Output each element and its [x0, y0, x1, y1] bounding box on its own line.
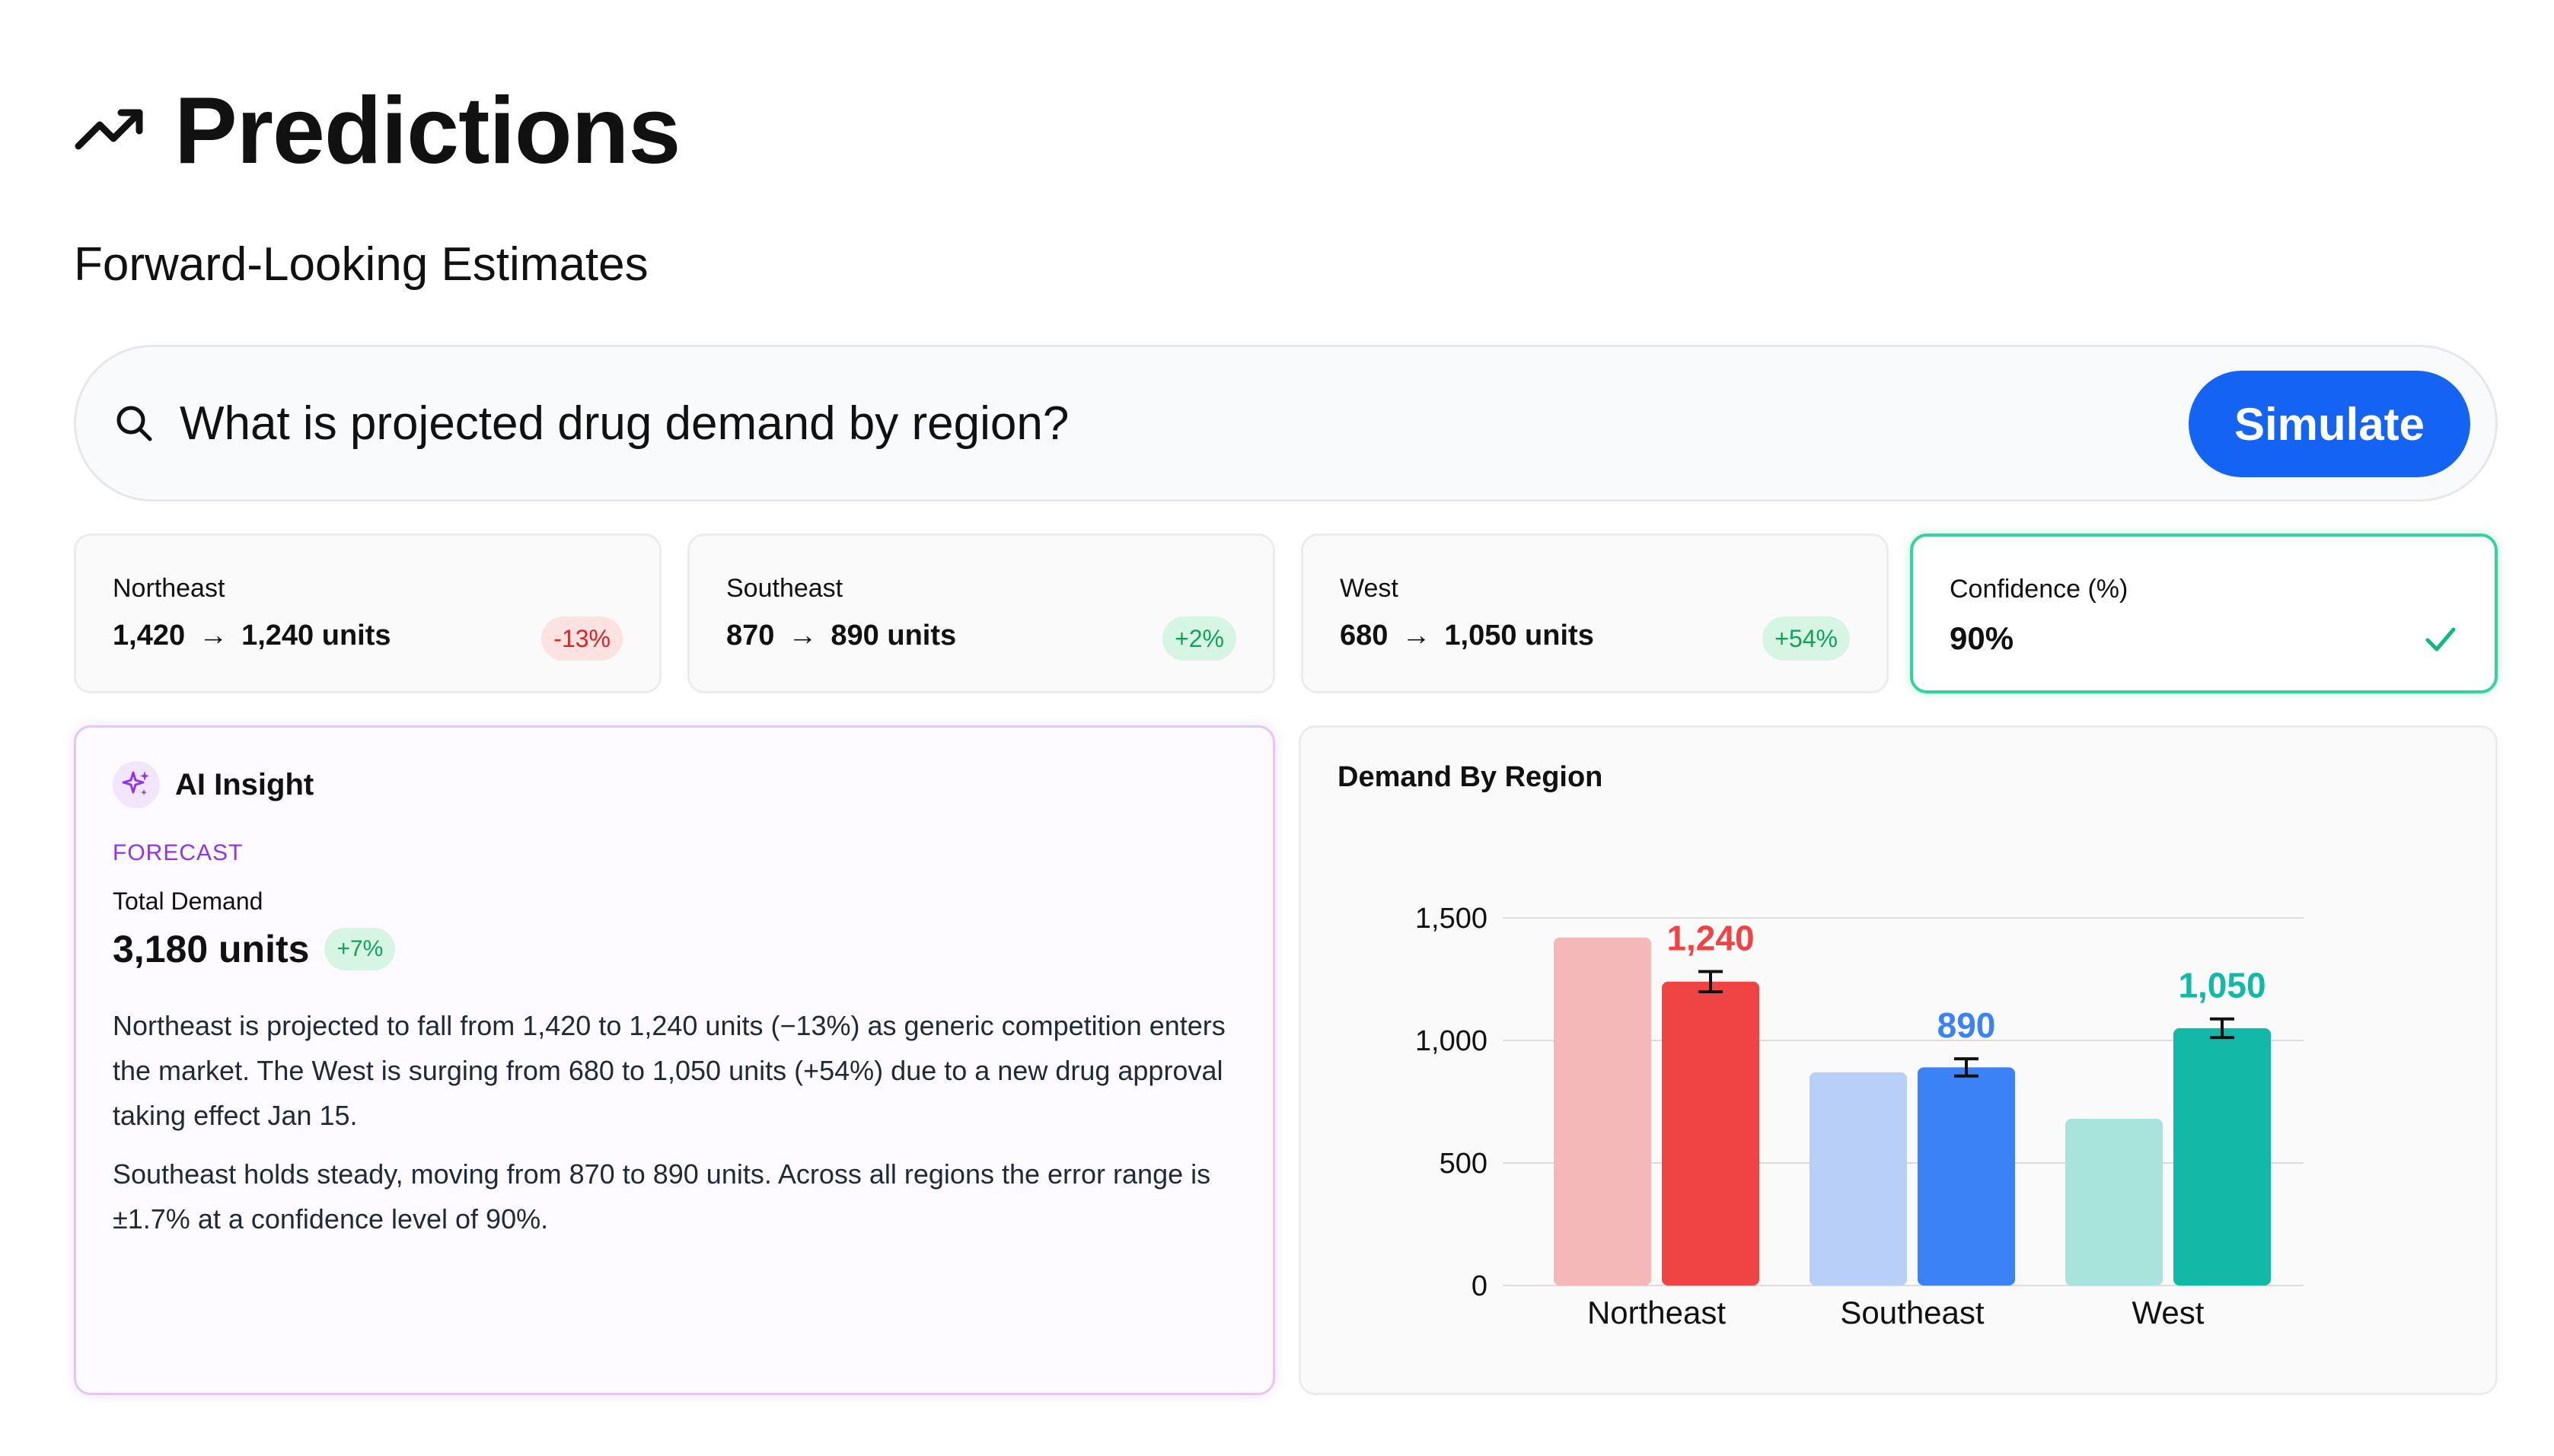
- bar-projected-southeast: [1918, 1067, 2015, 1286]
- metric-value: 3,180 units: [113, 928, 310, 970]
- trending-up-icon: [75, 109, 143, 150]
- metric-row: 3,180 units +7%: [113, 927, 396, 971]
- bar-projected-west: [2173, 1027, 2271, 1286]
- kpi-label: West: [1340, 574, 1398, 603]
- kpi-value: 680 → 1,050 units: [1340, 620, 1594, 652]
- data-label: 1,050: [2178, 966, 2265, 1005]
- check-icon: [2425, 627, 2456, 652]
- forecast-tag: FORECAST: [113, 840, 244, 865]
- kpi-card-southeast[interactable]: Southeast 870 → 890 units +2%: [687, 534, 1275, 693]
- y-tick-label: 0: [1471, 1270, 1487, 1302]
- demand-chart-panel: Demand By Region 0 500 1,000 1,500 1,240 Nort…: [1299, 725, 2498, 1395]
- page-subtitle: Forward-Looking Estimates: [74, 238, 649, 291]
- kpi-from: 870: [726, 620, 775, 652]
- data-label: 890: [1937, 1005, 1996, 1045]
- insight-paragraph-2: Southeast holds steady, moving from 870 …: [113, 1158, 1211, 1235]
- arrow-right-icon: →: [199, 620, 228, 652]
- confidence-value: 90%: [1950, 620, 2014, 656]
- kpi-to: 1,050 units: [1444, 620, 1594, 652]
- change-badge: +2%: [1162, 616, 1236, 661]
- kpi-to: 1,240 units: [241, 620, 391, 652]
- bar-projected-northeast: [1662, 981, 1759, 1286]
- x-category-label: Northeast: [1587, 1295, 1726, 1330]
- kpi-to: 890 units: [831, 620, 957, 652]
- kpi-from: 680: [1340, 620, 1389, 652]
- kpi-value: 870 → 890 units: [726, 620, 956, 652]
- page-header: Predictions: [74, 78, 681, 183]
- bar-current-southeast: [1809, 1072, 1907, 1286]
- bar-current-west: [2065, 1119, 2163, 1286]
- insight-title: AI Insight: [175, 767, 314, 801]
- ai-insight-panel: AI Insight FORECAST Total Demand 3,180 u…: [74, 725, 1275, 1395]
- insight-paragraph-1: Northeast is projected to fall from 1,42…: [113, 1010, 1226, 1131]
- y-tick-label: 500: [1440, 1148, 1487, 1180]
- demand-bar-chart: 0 500 1,000 1,500 1,240 Northeast 890 Southeast…: [1415, 903, 2304, 1330]
- metric-label: Total Demand: [113, 887, 263, 915]
- x-category-label: Southeast: [1840, 1295, 1984, 1330]
- arrow-right-icon: →: [788, 620, 818, 652]
- insight-header: AI Insight: [113, 761, 314, 808]
- search-bar[interactable]: What is projected drug demand by region?…: [74, 345, 2498, 502]
- confidence-card[interactable]: Confidence (%) 90%: [1910, 534, 2498, 693]
- chart-title: Demand By Region: [1338, 761, 1603, 793]
- sparkle-icon: [113, 761, 160, 808]
- arrow-right-icon: →: [1401, 620, 1431, 652]
- data-label: 1,240: [1666, 918, 1754, 957]
- kpi-row: Northeast 1,420 → 1,240 units -13% South…: [74, 534, 2498, 693]
- metric-change-badge: +7%: [324, 928, 396, 970]
- y-tick-label: 1,500: [1415, 903, 1487, 935]
- bar-current-northeast: [1554, 937, 1651, 1286]
- kpi-value: 1,420 → 1,240 units: [113, 620, 391, 652]
- kpi-label: Northeast: [113, 574, 225, 603]
- simulate-button[interactable]: Simulate: [2189, 371, 2470, 477]
- kpi-from: 1,420: [113, 620, 186, 652]
- x-category-label: West: [2132, 1295, 2205, 1330]
- kpi-card-northeast[interactable]: Northeast 1,420 → 1,240 units -13%: [74, 534, 662, 693]
- confidence-label: Confidence (%): [1950, 575, 2128, 604]
- change-badge: +54%: [1762, 616, 1850, 661]
- search-icon: [116, 406, 152, 441]
- change-badge: -13%: [541, 616, 623, 661]
- kpi-card-west[interactable]: West 680 → 1,050 units +54%: [1301, 534, 1889, 693]
- search-input[interactable]: What is projected drug demand by region?: [180, 397, 1070, 450]
- page-title: Predictions: [174, 78, 681, 183]
- kpi-label: Southeast: [726, 574, 843, 603]
- y-tick-label: 1,000: [1415, 1025, 1487, 1057]
